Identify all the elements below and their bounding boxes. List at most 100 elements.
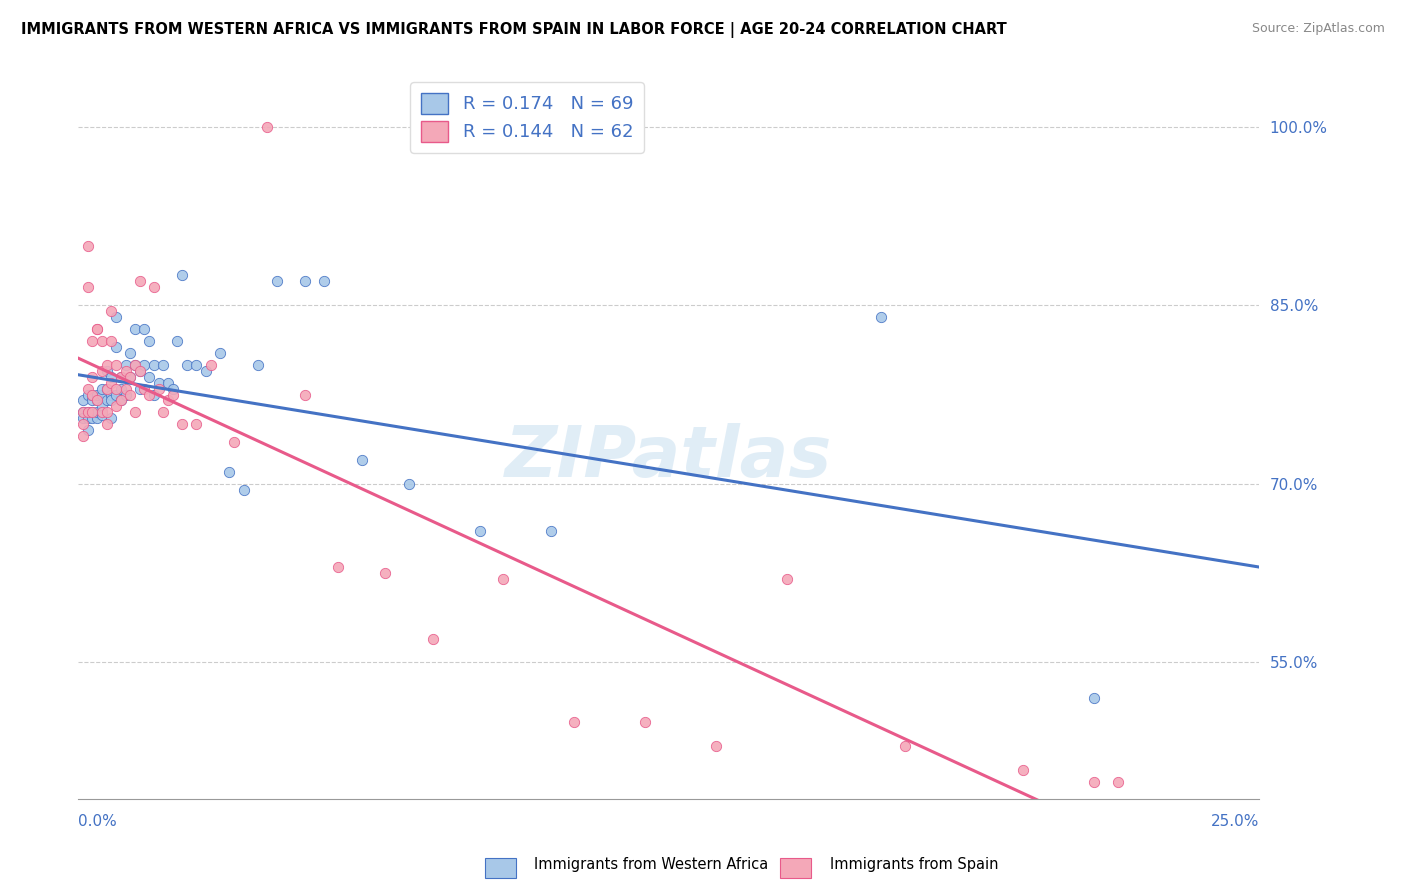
Point: [86, 393, 108, 408]
Text: Immigrants from Western Africa: Immigrants from Western Africa: [534, 857, 769, 872]
Point: [110, 382, 132, 396]
Point: [138, 387, 160, 401]
Point: [120, 369, 142, 384]
Point: [82, 369, 104, 384]
Point: [540, 524, 562, 539]
Point: [157, 376, 180, 390]
Point: [110, 369, 132, 384]
Point: [124, 358, 146, 372]
Point: [562, 714, 585, 729]
Point: [86, 322, 108, 336]
Point: [96, 382, 118, 396]
Point: [128, 364, 150, 378]
Point: [90, 364, 112, 378]
Point: [128, 382, 150, 396]
Point: [138, 334, 160, 348]
Point: [90, 382, 112, 396]
Point: [114, 387, 136, 401]
Point: [72, 429, 94, 443]
Point: [96, 405, 118, 419]
Point: [90, 405, 112, 419]
Point: [96, 358, 118, 372]
Point: [186, 358, 208, 372]
Point: [105, 387, 128, 401]
Point: [194, 364, 217, 378]
Point: [142, 358, 165, 372]
Point: [148, 376, 170, 390]
Point: [105, 340, 128, 354]
Point: [124, 358, 146, 372]
Point: [172, 417, 194, 432]
Point: [100, 369, 122, 384]
Legend: R = 0.174   N = 69, R = 0.144   N = 62: R = 0.174 N = 69, R = 0.144 N = 62: [411, 82, 644, 153]
Point: [72, 393, 94, 408]
Point: [350, 453, 373, 467]
Point: [492, 572, 515, 586]
Point: [870, 310, 893, 325]
Point: [105, 382, 128, 396]
Point: [90, 334, 112, 348]
Text: Immigrants from Spain: Immigrants from Spain: [830, 857, 998, 872]
Point: [120, 369, 142, 384]
Point: [76, 238, 98, 252]
Point: [294, 387, 316, 401]
Point: [398, 476, 420, 491]
Point: [1012, 763, 1035, 777]
Point: [114, 358, 136, 372]
Point: [162, 382, 184, 396]
Point: [134, 382, 156, 396]
Point: [162, 387, 184, 401]
Point: [142, 387, 165, 401]
Point: [76, 382, 98, 396]
Point: [374, 566, 396, 581]
Text: Source: ZipAtlas.com: Source: ZipAtlas.com: [1251, 22, 1385, 36]
Point: [266, 274, 288, 288]
Point: [105, 310, 128, 325]
Point: [124, 405, 146, 419]
Point: [422, 632, 444, 646]
Point: [186, 417, 208, 432]
Point: [172, 268, 194, 283]
Point: [100, 393, 122, 408]
Point: [1107, 774, 1129, 789]
Point: [72, 405, 94, 419]
Point: [72, 417, 94, 432]
Point: [96, 382, 118, 396]
Point: [100, 387, 122, 401]
Point: [200, 358, 222, 372]
Point: [128, 274, 150, 288]
Text: IMMIGRANTS FROM WESTERN AFRICA VS IMMIGRANTS FROM SPAIN IN LABOR FORCE | AGE 20-: IMMIGRANTS FROM WESTERN AFRICA VS IMMIGR…: [21, 22, 1007, 38]
Point: [86, 387, 108, 401]
Point: [114, 364, 136, 378]
Point: [86, 411, 108, 425]
Point: [468, 524, 491, 539]
Point: [114, 382, 136, 396]
Point: [634, 714, 657, 729]
Point: [72, 411, 94, 425]
Point: [142, 280, 165, 294]
Point: [124, 322, 146, 336]
Point: [176, 358, 198, 372]
Point: [105, 400, 128, 414]
Point: [232, 483, 254, 497]
Point: [224, 435, 246, 450]
Point: [82, 411, 104, 425]
Point: [86, 322, 108, 336]
Point: [90, 405, 112, 419]
Point: [208, 346, 231, 360]
Point: [90, 400, 112, 414]
Point: [76, 405, 98, 419]
Point: [96, 417, 118, 432]
Point: [256, 120, 278, 134]
Point: [82, 387, 104, 401]
Point: [120, 387, 142, 401]
Point: [82, 387, 104, 401]
Point: [776, 572, 799, 586]
Point: [110, 369, 132, 384]
Point: [100, 376, 122, 390]
Point: [218, 465, 240, 479]
Point: [86, 405, 108, 419]
Point: [76, 280, 98, 294]
Point: [134, 358, 156, 372]
Point: [1083, 774, 1105, 789]
